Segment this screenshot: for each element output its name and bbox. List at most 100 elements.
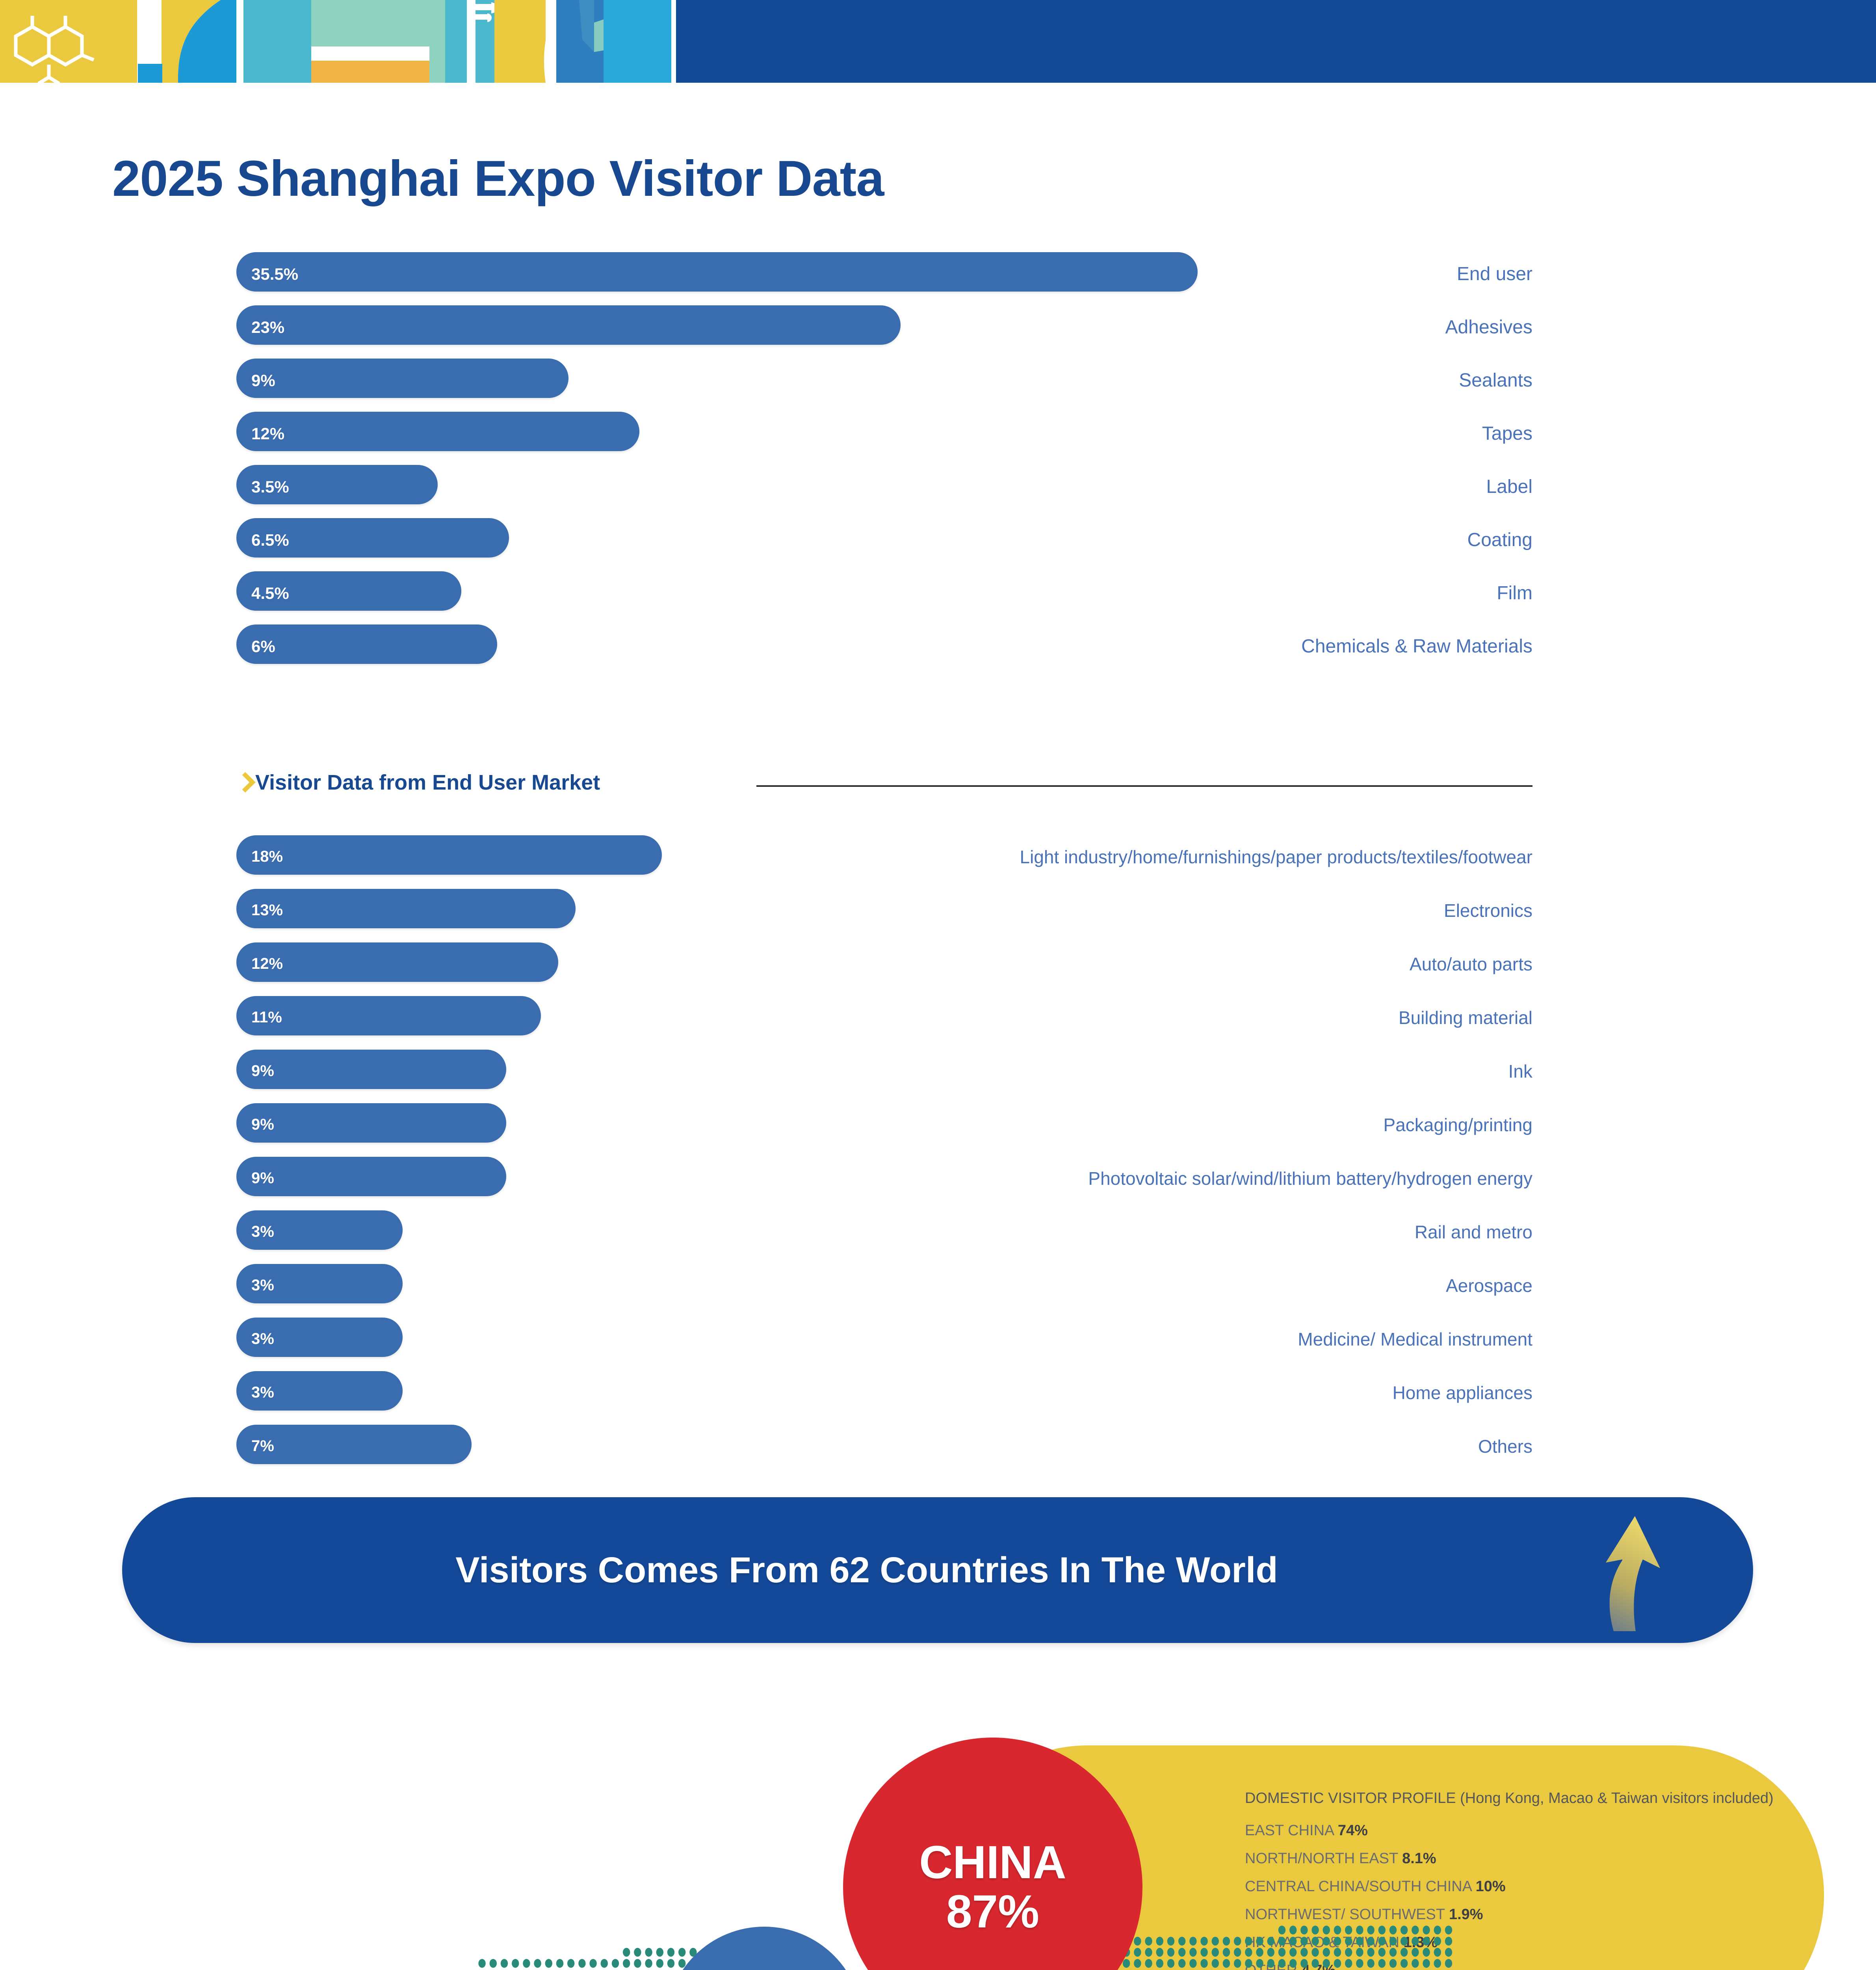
bar-category-label: Home appliances bbox=[1392, 1383, 1532, 1403]
header-art-svg bbox=[0, 0, 697, 83]
bar-category-label: Electronics bbox=[1444, 900, 1532, 921]
bar-value-label: 12% bbox=[251, 424, 285, 443]
bar-category-label: Light industry/home/furnishings/paper pr… bbox=[1020, 847, 1532, 867]
domestic-row: CENTRAL CHINA/SOUTH CHINA 10% bbox=[1245, 1878, 1781, 1895]
bar-row: 9% Photovoltaic solar/wind/lithium batter… bbox=[236, 1157, 1532, 1210]
bar-value-label: 6% bbox=[251, 637, 275, 656]
end-user-market-bar-chart: 18% Light industry/home/furnishings/paper… bbox=[236, 835, 1532, 1478]
bar-category-label: Label bbox=[1486, 476, 1532, 497]
bar-fill bbox=[236, 252, 1198, 292]
bar-fill bbox=[236, 624, 497, 664]
header-banner bbox=[0, 0, 1876, 83]
domestic-value: 1.9% bbox=[1449, 1906, 1483, 1923]
bar-row: 3% Aerospace bbox=[236, 1264, 1532, 1318]
bubble-china: CHINA 87% bbox=[843, 1738, 1142, 1970]
bar-value-label: 4.5% bbox=[251, 584, 289, 602]
domestic-label: EAST CHINA bbox=[1245, 1822, 1334, 1839]
section-divider bbox=[756, 785, 1532, 787]
bar-value-label: 7% bbox=[251, 1437, 274, 1455]
bar-fill bbox=[236, 1103, 506, 1143]
bar-row: 12% Tapes bbox=[236, 412, 1532, 465]
bar-row: 3.5% Label bbox=[236, 465, 1532, 518]
bubble-value: 87% bbox=[946, 1886, 1040, 1938]
end-user-market-section-header: Visitor Data from End User Market bbox=[236, 770, 1532, 798]
bar-value-label: 9% bbox=[251, 1116, 274, 1133]
bar-value-label: 9% bbox=[251, 371, 275, 390]
bar-value-label: 12% bbox=[251, 955, 283, 972]
countries-banner-text: Visitors Comes From 62 Countries In The … bbox=[455, 1550, 1278, 1590]
bar-row: 9% Packaging/printing bbox=[236, 1103, 1532, 1157]
domestic-value: 10% bbox=[1475, 1878, 1506, 1895]
bar-value-label: 13% bbox=[251, 901, 283, 919]
domestic-label: NORTH/NORTH EAST bbox=[1245, 1850, 1398, 1867]
bar-category-label: Film bbox=[1497, 583, 1532, 604]
bar-fill bbox=[236, 1318, 403, 1357]
bar-value-label: 3% bbox=[251, 1330, 274, 1347]
bar-fill bbox=[236, 1210, 403, 1250]
section-title: Visitor Data from End User Market bbox=[255, 771, 600, 794]
bar-row: 11% Building material bbox=[236, 996, 1532, 1050]
bar-fill bbox=[236, 1425, 472, 1464]
bar-row: 13% Electronics bbox=[236, 889, 1532, 942]
domestic-label: NORTHWEST/ SOUTHWEST bbox=[1245, 1906, 1445, 1923]
bar-value-label: 23% bbox=[251, 318, 285, 336]
bar-category-label: Aerospace bbox=[1446, 1275, 1532, 1296]
bubble-label: CHINA bbox=[919, 1836, 1066, 1888]
domestic-row: NORTH/NORTH EAST 8.1% bbox=[1245, 1850, 1781, 1867]
growth-arrow-icon bbox=[1606, 1516, 1660, 1631]
bar-category-label: Ink bbox=[1508, 1061, 1532, 1082]
bar-fill bbox=[236, 835, 662, 875]
domestic-row: EAST CHINA 74% bbox=[1245, 1822, 1781, 1839]
bar-fill bbox=[236, 889, 576, 928]
bar-value-label: 3% bbox=[251, 1384, 274, 1401]
bar-row: 9% Sealants bbox=[236, 359, 1532, 412]
molecule-icon bbox=[14, 16, 95, 83]
bar-fill bbox=[236, 1371, 403, 1411]
bar-row: 6.5% Coating bbox=[236, 518, 1532, 571]
bar-fill bbox=[236, 996, 541, 1035]
bar-category-label: Medicine/ Medical instrument bbox=[1298, 1329, 1532, 1349]
bar-category-label: End user bbox=[1456, 264, 1532, 284]
countries-banner: Visitors Comes From 62 Countries In The … bbox=[122, 1497, 1753, 1643]
domestic-panel-heading: DOMESTIC VISITOR PROFILE (Hong Kong, Mac… bbox=[1245, 1790, 1774, 1806]
domestic-label: CENTRAL CHINA/SOUTH CHINA bbox=[1245, 1878, 1471, 1895]
bar-fill bbox=[236, 1157, 506, 1196]
bar-category-label: Sealants bbox=[1459, 370, 1532, 391]
bar-category-label: Others bbox=[1478, 1436, 1532, 1457]
bar-value-label: 3% bbox=[251, 1223, 274, 1240]
bar-row: 9% Ink bbox=[236, 1050, 1532, 1103]
bar-row: 18% Light industry/home/furnishings/paper… bbox=[236, 835, 1532, 889]
bar-category-label: Tapes bbox=[1482, 423, 1532, 444]
domestic-row: NORTHWEST/ SOUTHWEST 1.9% bbox=[1245, 1906, 1781, 1923]
domestic-value: 8.1% bbox=[1402, 1850, 1436, 1867]
bar-value-label: 3.5% bbox=[251, 478, 289, 496]
bar-row: 7% Others bbox=[236, 1425, 1532, 1478]
bar-row: 12% Auto/auto parts bbox=[236, 942, 1532, 996]
bar-fill bbox=[236, 412, 640, 451]
bar-category-label: Coating bbox=[1467, 530, 1532, 550]
visitor-profile-bar-chart: 35.5% End user 23% Adhesives 9% Sealants 12% Ta… bbox=[236, 252, 1532, 678]
bar-category-label: Chemicals & Raw Materials bbox=[1301, 636, 1532, 657]
bar-value-label: 18% bbox=[251, 848, 283, 865]
chevron-right-icon bbox=[236, 773, 250, 795]
bar-category-label: Building material bbox=[1398, 1007, 1532, 1028]
bar-value-label: 11% bbox=[251, 1009, 282, 1026]
header-decorative-artwork bbox=[0, 0, 697, 83]
bar-category-label: Auto/auto parts bbox=[1410, 954, 1532, 974]
bar-fill bbox=[236, 305, 901, 345]
bar-row: 3% Rail and metro bbox=[236, 1210, 1532, 1264]
bar-value-label: 35.5% bbox=[251, 265, 299, 283]
bar-value-label: 9% bbox=[251, 1062, 274, 1080]
bar-fill bbox=[236, 465, 438, 504]
bar-value-label: 6.5% bbox=[251, 531, 289, 549]
bar-value-label: 3% bbox=[251, 1277, 274, 1294]
bar-category-label: Rail and metro bbox=[1414, 1222, 1532, 1242]
bar-fill bbox=[236, 518, 509, 558]
bar-row: 23% Adhesives bbox=[236, 305, 1532, 359]
bar-row: 4.5% Film bbox=[236, 571, 1532, 624]
bar-row: 3% Home appliances bbox=[236, 1371, 1532, 1425]
bar-row: 35.5% End user bbox=[236, 252, 1532, 305]
bar-fill bbox=[236, 1264, 403, 1303]
bar-row: 6% Chemicals & Raw Materials bbox=[236, 624, 1532, 678]
bar-fill bbox=[236, 942, 558, 982]
